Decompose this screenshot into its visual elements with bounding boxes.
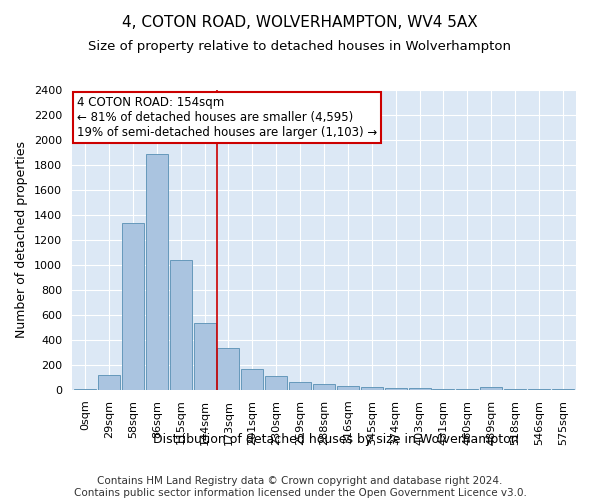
Bar [552,389,574,390]
Bar [313,384,335,390]
Bar [146,154,168,390]
Bar [74,389,96,390]
Bar [337,386,359,390]
Y-axis label: Number of detached properties: Number of detached properties [16,142,28,338]
Bar [194,322,215,390]
Bar [480,387,502,390]
Bar [265,376,287,390]
Text: 4 COTON ROAD: 154sqm
← 81% of detached houses are smaller (4,595)
19% of semi-de: 4 COTON ROAD: 154sqm ← 81% of detached h… [77,96,377,139]
Text: Contains HM Land Registry data © Crown copyright and database right 2024.
Contai: Contains HM Land Registry data © Crown c… [74,476,526,498]
Bar [170,260,191,390]
Bar [289,382,311,390]
Bar [122,222,144,390]
Text: 4, COTON ROAD, WOLVERHAMPTON, WV4 5AX: 4, COTON ROAD, WOLVERHAMPTON, WV4 5AX [122,15,478,30]
Bar [433,389,454,390]
Bar [385,388,407,390]
Bar [241,369,263,390]
Bar [361,387,383,390]
Text: Distribution of detached houses by size in Wolverhampton: Distribution of detached houses by size … [153,432,519,446]
Bar [98,375,120,390]
Text: Size of property relative to detached houses in Wolverhampton: Size of property relative to detached ho… [89,40,511,53]
Bar [409,388,431,390]
Bar [217,348,239,390]
